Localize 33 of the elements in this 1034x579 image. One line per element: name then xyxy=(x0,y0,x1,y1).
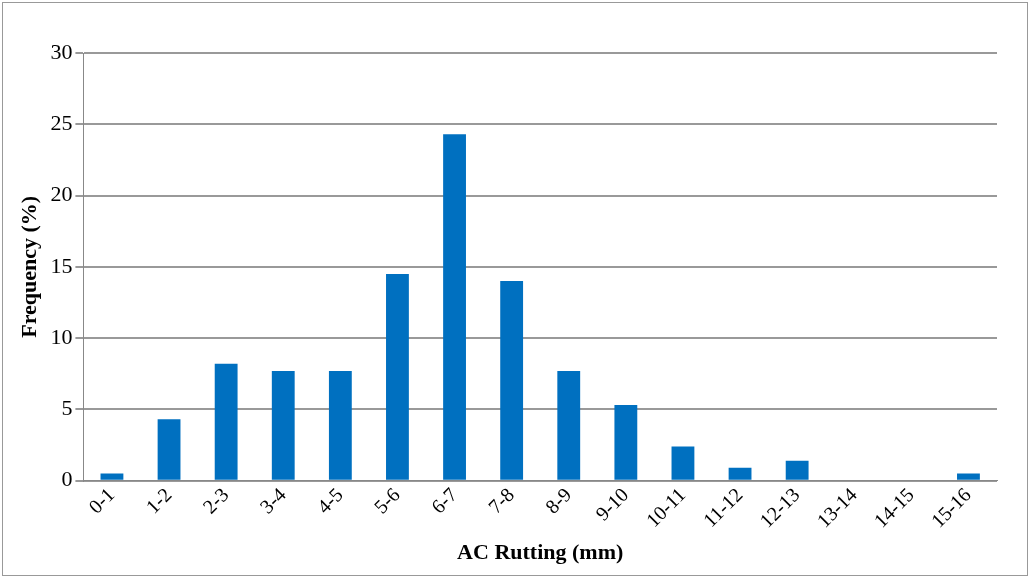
y-axis-title: Frequency (%) xyxy=(15,195,41,338)
x-tick-label: 9-10 xyxy=(590,483,633,525)
bar xyxy=(271,370,295,480)
y-tick-label: 20 xyxy=(50,181,73,207)
bar xyxy=(214,363,238,480)
x-tick-label: 5-6 xyxy=(369,483,404,518)
y-tick-label: 15 xyxy=(50,252,73,278)
y-tick-label: 25 xyxy=(50,110,73,136)
bar xyxy=(328,370,352,480)
bar xyxy=(785,460,809,480)
bar xyxy=(386,273,409,480)
bar xyxy=(100,473,124,480)
bar xyxy=(557,370,581,480)
bar xyxy=(157,419,181,480)
bar xyxy=(728,467,752,480)
x-axis-title: AC Rutting (mm) xyxy=(457,539,624,565)
x-tick-label: 2-3 xyxy=(198,483,233,518)
y-tick-label: 5 xyxy=(61,395,73,421)
y-tick-label: 10 xyxy=(50,323,73,349)
x-tick-label: 7-8 xyxy=(483,483,519,518)
x-tick-label: 3-4 xyxy=(255,483,290,518)
bar xyxy=(614,405,638,480)
x-tick-label: 8-9 xyxy=(540,483,576,518)
bar xyxy=(671,446,695,480)
x-tick-label: 0-1 xyxy=(84,483,119,518)
bar xyxy=(500,281,524,480)
x-tick-label: 4-5 xyxy=(312,483,347,518)
x-tick-label: 6-7 xyxy=(426,483,462,518)
y-tick-label: 0 xyxy=(61,466,73,492)
bar xyxy=(443,134,466,480)
x-tick-label: 1-2 xyxy=(141,483,176,518)
y-tick-label: 30 xyxy=(50,38,73,64)
bar xyxy=(957,473,980,480)
